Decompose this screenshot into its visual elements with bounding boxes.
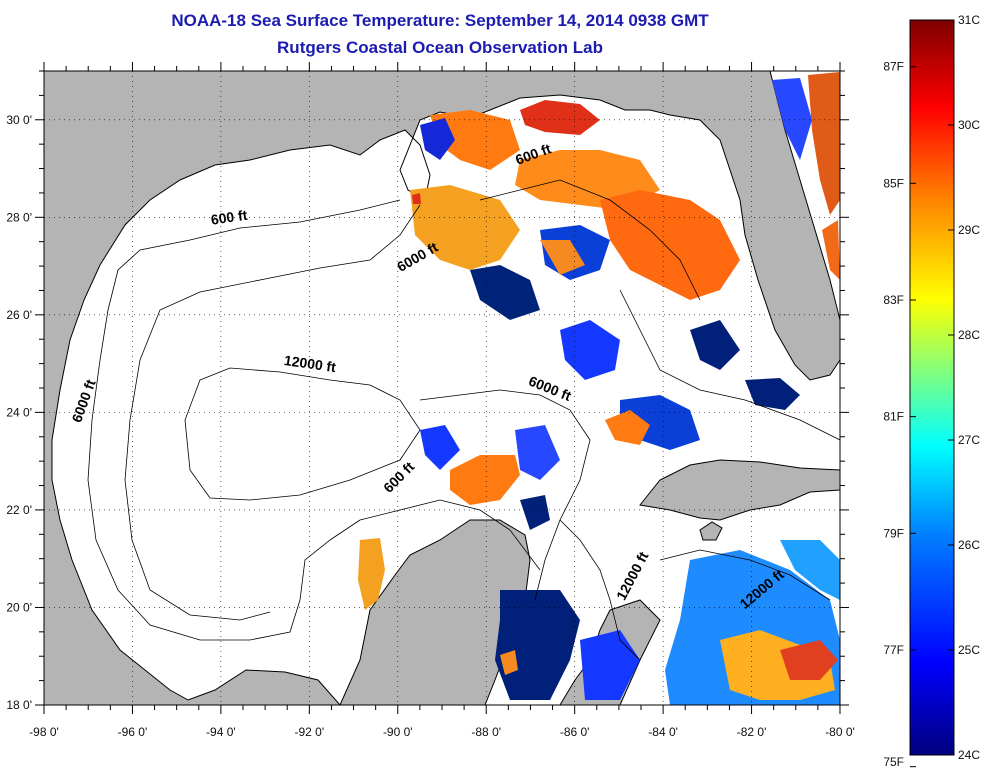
colorbar-f-label: 75F: [883, 755, 904, 769]
colorbar-celsius-labels: 31C 30C 29C 28C 27C 26C 25C 24C: [958, 13, 980, 762]
bathymetry-contours: [87, 179, 840, 661]
colorbar: [909, 19, 955, 756]
lat-label: 30 0': [6, 113, 32, 127]
lat-label: 18 0': [6, 698, 32, 712]
lat-label: 28 0': [6, 210, 32, 224]
colorbar-c-label: 29C: [958, 223, 980, 237]
lat-label: 22 0': [6, 503, 32, 517]
lon-label: -88 0': [471, 725, 501, 739]
colorbar-f-label: 87F: [883, 60, 904, 74]
colorbar-f-label: 77F: [883, 643, 904, 657]
colorbar-f-label: 85F: [883, 176, 904, 190]
colorbar-c-label: 27C: [958, 433, 980, 447]
axis-ticks: [35, 62, 849, 714]
lon-label: -98 0': [29, 725, 59, 739]
lon-label: -84 0': [648, 725, 678, 739]
colorbar-fahrenheit-labels: 87F 85F 83F 81F 79F 77F 75F: [883, 60, 904, 769]
lat-label: 24 0': [6, 405, 32, 419]
colorbar-c-label: 25C: [958, 643, 980, 657]
latitude-axis: 18 0' 20 0' 22 0' 24 0' 26 0' 28 0' 30 0': [6, 113, 32, 712]
lat-label: 26 0': [6, 308, 32, 322]
lon-label: -90 0': [383, 725, 413, 739]
map-title: NOAA-18 Sea Surface Temperature: Septemb…: [171, 11, 709, 30]
colorbar-c-label: 28C: [958, 328, 980, 342]
lon-label: -86 0': [560, 725, 590, 739]
island-land: [699, 521, 723, 541]
lon-label: -80 0': [825, 725, 855, 739]
colorbar-c-label: 24C: [958, 748, 980, 762]
lon-label: -82 0': [737, 725, 767, 739]
colorbar-c-label: 31C: [958, 13, 980, 27]
colorbar-f-label: 79F: [883, 526, 904, 540]
lon-label: -92 0': [295, 725, 325, 739]
colorbar-ticks: [910, 19, 954, 768]
map-subtitle: Rutgers Coastal Ocean Observation Lab: [277, 38, 603, 57]
colorbar-f-label: 81F: [883, 410, 904, 424]
grid-lines: [44, 71, 840, 705]
colorbar-c-label: 30C: [958, 118, 980, 132]
contour-label: 600 ft: [210, 207, 249, 228]
colorbar-c-label: 26C: [958, 538, 980, 552]
sst-data-patches: [358, 72, 840, 705]
contour-label: 12000 ft: [283, 352, 337, 375]
lon-label: -96 0': [118, 725, 148, 739]
cuba-land: [639, 459, 840, 521]
colorbar-f-label: 83F: [883, 293, 904, 307]
lon-label: -94 0': [206, 725, 236, 739]
longitude-axis: -98 0' -96 0' -94 0' -92 0' -90 0' -88 0' -86 …: [29, 725, 855, 739]
lat-label: 20 0': [6, 600, 32, 614]
